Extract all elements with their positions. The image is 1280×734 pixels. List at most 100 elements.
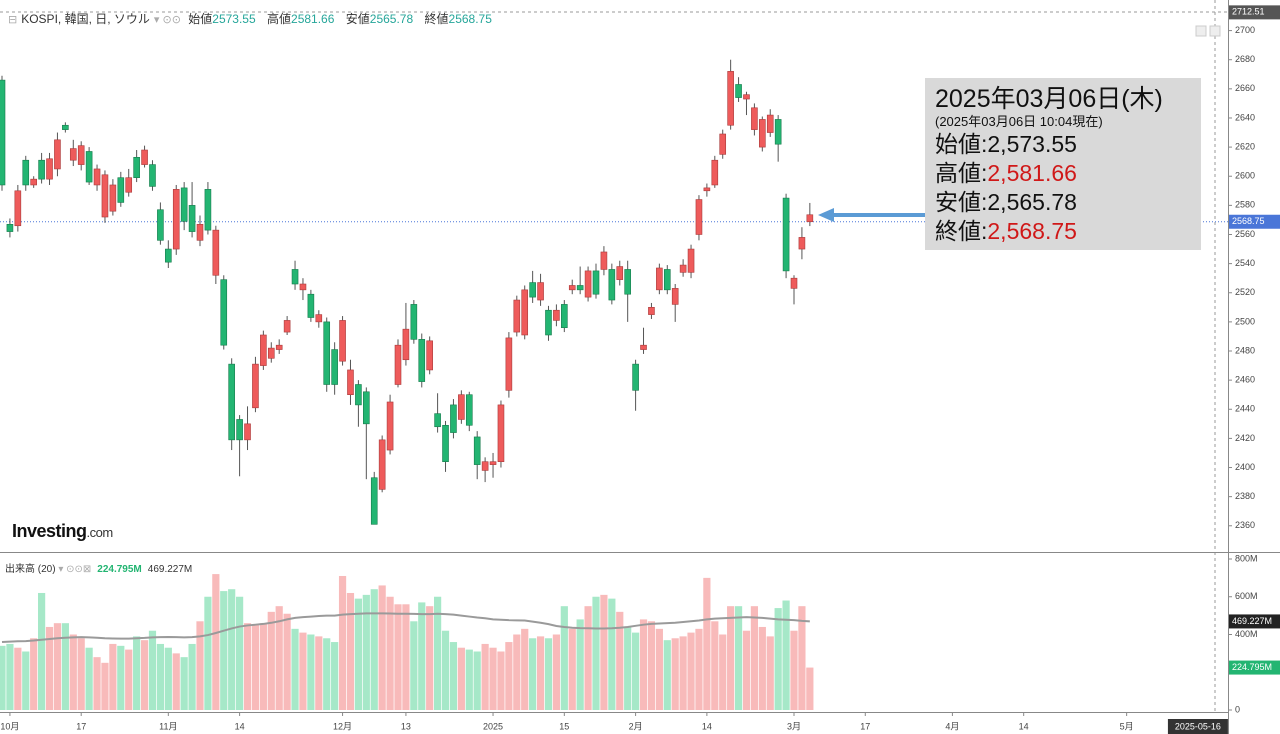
volume-bar xyxy=(394,604,402,710)
candle-body xyxy=(315,314,323,323)
volume-bar xyxy=(560,606,568,710)
volume-bar xyxy=(53,623,62,710)
candle-body xyxy=(418,339,426,382)
candle-body xyxy=(46,158,53,180)
volume-bar xyxy=(441,630,450,710)
candle-body xyxy=(0,79,6,186)
candle-body xyxy=(687,248,695,273)
volume-bar xyxy=(758,626,766,710)
volume-bar xyxy=(647,621,656,710)
candle-body xyxy=(608,269,616,301)
volume-bar xyxy=(93,657,101,710)
y-tick-label: 2560 xyxy=(1235,229,1255,239)
volume-bar xyxy=(267,611,275,710)
candle-body xyxy=(244,423,251,441)
volume-bar xyxy=(774,608,782,710)
volume-bar xyxy=(0,645,6,710)
candle-body xyxy=(711,159,719,186)
top-label-box xyxy=(1229,5,1280,20)
candle-body xyxy=(656,267,663,291)
x-tick-label: 13 xyxy=(401,721,411,731)
info-row: 安値:2,565.78 xyxy=(935,188,1191,217)
header-label: 安値 xyxy=(345,12,370,26)
candle-body xyxy=(228,363,235,441)
volume-bar xyxy=(259,623,267,710)
candle-body xyxy=(378,439,386,490)
volume-bar xyxy=(418,602,426,710)
volume-bar xyxy=(378,585,386,710)
candle-body xyxy=(77,145,85,165)
volume-y-tick-label: 800M xyxy=(1235,553,1258,563)
candle-body xyxy=(790,277,798,289)
x-crosshair-box xyxy=(1167,719,1228,734)
candle-body xyxy=(14,190,22,227)
volume-bar xyxy=(188,643,196,710)
y-tick-label: 2460 xyxy=(1235,375,1255,385)
volume-last-label: 224.795M xyxy=(1232,662,1272,672)
volume-bar xyxy=(679,636,687,710)
candle-body xyxy=(363,391,370,425)
x-tick-label: 12月 xyxy=(333,721,352,731)
y-tick-label: 2360 xyxy=(1235,520,1255,530)
info-label: 始値: xyxy=(935,131,988,157)
y-tick-label: 2600 xyxy=(1235,171,1255,181)
volume-bar xyxy=(624,626,632,710)
candle-body xyxy=(489,461,497,465)
volume-bar xyxy=(434,596,442,710)
candle-body xyxy=(38,159,45,180)
x-tick-label: 3月 xyxy=(787,721,801,731)
x-tick-label: 14 xyxy=(1019,721,1029,731)
candle-body xyxy=(561,304,568,329)
candle-body xyxy=(370,477,378,525)
y-tick-label: 2500 xyxy=(1235,316,1255,326)
volume-bar xyxy=(402,604,410,710)
candle-body xyxy=(22,159,30,186)
candle-body xyxy=(600,251,608,270)
volume-bar xyxy=(362,594,370,710)
candle-body xyxy=(299,283,307,291)
candle-body xyxy=(260,334,267,366)
volume-bar xyxy=(283,613,291,710)
candle-body xyxy=(172,189,180,250)
candle-body xyxy=(798,237,806,250)
volume-bar xyxy=(711,621,719,710)
info-value: 2,573.55 xyxy=(987,131,1077,157)
candle-body xyxy=(671,288,679,305)
candle-body xyxy=(339,320,346,362)
candle-body xyxy=(347,369,354,396)
candle-body xyxy=(513,299,521,333)
volume-bar xyxy=(719,634,727,710)
ma-last-label: 469.227M xyxy=(1232,616,1272,626)
volume-bar xyxy=(497,651,505,710)
candle-body xyxy=(180,187,188,222)
info-time: (2025年03月06日 10:04現在) xyxy=(935,114,1103,129)
candle-body xyxy=(165,248,172,263)
volume-bar xyxy=(616,611,624,710)
candle-body xyxy=(30,178,37,186)
toolbar-icon[interactable] xyxy=(1195,25,1207,37)
header-value: 2573.55 xyxy=(212,12,256,26)
info-value: 2,568.75 xyxy=(987,218,1077,244)
watermark-main: Investing xyxy=(12,521,87,541)
info-label: 終値: xyxy=(935,218,988,244)
x-tick-label: 10月 xyxy=(0,721,19,731)
header-value: 2568.75 xyxy=(448,12,492,26)
candle-body xyxy=(6,223,14,232)
info-row: 始値:2,573.55 xyxy=(935,130,1191,159)
info-value: 2,565.78 xyxy=(987,189,1077,215)
volume-bar xyxy=(568,628,576,710)
toolbar-icon[interactable] xyxy=(1209,25,1221,37)
candle-body xyxy=(632,363,639,391)
volume-bar xyxy=(386,596,394,710)
candle-body xyxy=(679,264,687,273)
x-tick-label: 2025 xyxy=(483,721,503,731)
y-tick-label: 2700 xyxy=(1235,25,1255,35)
candle-body xyxy=(188,205,196,232)
candle-body xyxy=(141,149,148,165)
volume-bar xyxy=(766,636,774,710)
candle-body xyxy=(157,209,164,241)
header-label: 始値 xyxy=(188,12,213,26)
volume-bar xyxy=(109,643,117,710)
x-tick-label: 2月 xyxy=(629,721,643,731)
candle-body xyxy=(751,107,758,130)
